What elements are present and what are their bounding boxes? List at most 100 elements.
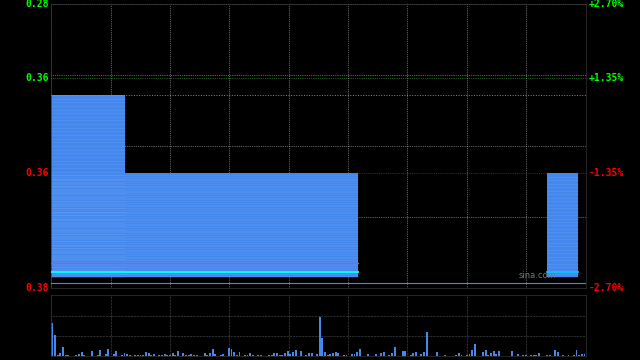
Bar	[287, 351, 289, 356]
Bar	[294, 350, 296, 356]
Bar	[346, 355, 348, 356]
Bar	[562, 355, 564, 356]
Bar	[209, 354, 211, 356]
Bar	[51, 323, 53, 356]
Bar	[548, 355, 551, 356]
Bar	[161, 355, 163, 356]
Bar	[455, 355, 457, 356]
Bar	[575, 350, 577, 356]
Bar	[367, 354, 369, 356]
Bar	[484, 350, 486, 356]
Bar	[343, 355, 345, 356]
Bar	[182, 353, 184, 356]
Bar	[573, 355, 575, 356]
Bar	[581, 354, 583, 356]
Bar	[536, 355, 538, 356]
Bar	[415, 352, 417, 356]
Bar	[166, 355, 168, 356]
Bar	[223, 354, 225, 356]
Bar	[257, 355, 259, 356]
Bar	[458, 354, 460, 356]
Bar	[388, 355, 390, 356]
Bar	[482, 352, 484, 356]
Bar	[60, 353, 61, 356]
Bar	[124, 353, 125, 356]
Bar	[383, 352, 385, 356]
Text: -1.35%: -1.35%	[588, 168, 623, 179]
Bar	[359, 350, 361, 356]
Bar	[236, 355, 238, 356]
Bar	[530, 355, 532, 356]
Bar	[511, 351, 513, 356]
Bar	[394, 347, 396, 356]
Bar	[356, 352, 358, 356]
Bar	[65, 355, 67, 356]
Bar	[113, 355, 115, 356]
Bar	[436, 352, 438, 356]
Bar	[271, 355, 273, 356]
Bar	[554, 350, 556, 356]
Bar	[260, 355, 262, 356]
Bar	[158, 355, 160, 356]
Bar	[145, 352, 147, 356]
Bar	[244, 355, 246, 356]
Bar	[471, 350, 473, 356]
Bar	[380, 353, 382, 356]
Bar	[228, 348, 230, 356]
Bar	[193, 355, 195, 356]
Bar	[172, 353, 173, 356]
Bar	[327, 355, 329, 356]
Bar	[137, 355, 139, 356]
Bar	[578, 355, 580, 356]
Bar	[487, 355, 489, 356]
Bar	[97, 355, 99, 356]
Bar	[105, 354, 107, 356]
Text: +2.70%: +2.70%	[588, 0, 623, 9]
Text: 0.28: 0.28	[25, 0, 49, 9]
Bar	[185, 355, 187, 356]
Bar	[81, 352, 83, 356]
Bar	[190, 354, 192, 356]
Bar	[557, 352, 559, 356]
Text: 0.38: 0.38	[25, 283, 49, 293]
Bar	[51, 95, 125, 278]
Bar	[375, 354, 377, 356]
Bar	[214, 354, 216, 356]
Bar	[233, 352, 235, 356]
Bar	[546, 355, 548, 356]
Bar	[495, 354, 497, 356]
Bar	[426, 332, 428, 356]
Bar	[278, 355, 280, 356]
Bar	[402, 351, 404, 356]
Bar	[308, 352, 310, 356]
Bar	[115, 351, 117, 356]
Bar	[268, 355, 270, 356]
Bar	[164, 354, 166, 356]
Bar	[410, 355, 412, 356]
Bar	[150, 355, 152, 356]
Bar	[498, 351, 500, 356]
Bar	[153, 354, 155, 356]
Bar	[129, 355, 131, 356]
Bar	[204, 354, 205, 356]
Bar	[516, 354, 518, 356]
Bar	[532, 355, 534, 356]
Text: -2.70%: -2.70%	[588, 283, 623, 293]
Bar	[324, 352, 326, 356]
Bar	[423, 352, 425, 356]
Bar	[196, 355, 198, 356]
Bar	[83, 355, 85, 356]
Bar	[177, 351, 179, 356]
Bar	[76, 355, 77, 356]
Bar	[547, 174, 577, 278]
Bar	[490, 353, 492, 356]
Bar	[391, 352, 393, 356]
Bar	[239, 352, 241, 356]
Bar	[445, 355, 447, 356]
Bar	[142, 355, 144, 356]
Bar	[99, 350, 101, 356]
Bar	[335, 352, 337, 356]
Bar	[292, 352, 294, 356]
Bar	[337, 353, 339, 356]
Bar	[57, 355, 59, 356]
